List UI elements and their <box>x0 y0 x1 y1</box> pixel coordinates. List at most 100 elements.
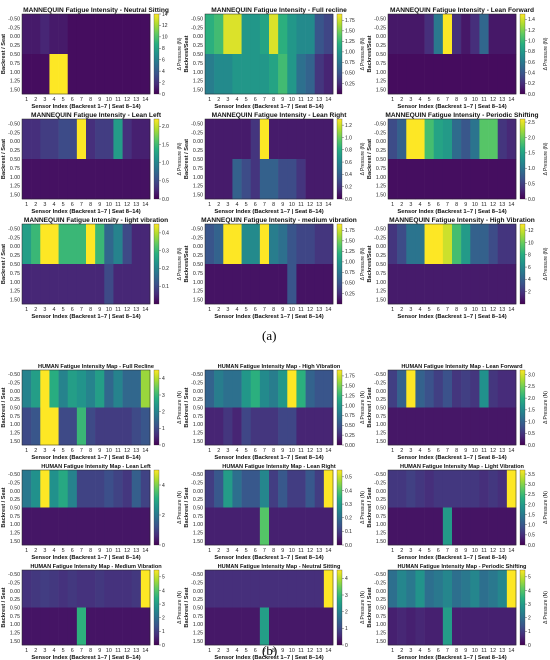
heatmap-cell <box>223 470 233 508</box>
x-tick-label: 10 <box>106 307 112 313</box>
colorbar-tick-label: 5 <box>162 575 165 581</box>
y-tick-label: 0.00 <box>193 589 203 595</box>
x-tick-label: 5 <box>245 548 248 554</box>
heatmap-cell <box>232 119 242 160</box>
y-tick-label: 1.00 <box>376 175 386 181</box>
x-tick-label: 4 <box>419 548 422 554</box>
heatmap-cell <box>223 507 233 546</box>
colorbar-tick-label: 1.50 <box>345 384 355 390</box>
heatmap-cell <box>241 607 252 646</box>
x-tick-label: 13 <box>133 448 139 454</box>
colorbar <box>153 223 160 305</box>
y-axis-label: Backrest / Seat <box>1 139 7 179</box>
heatmap-cell <box>452 470 462 508</box>
heatmap-cell <box>86 470 96 508</box>
x-tick-label: 7 <box>263 307 266 313</box>
heatmap-cell <box>415 407 425 446</box>
heatmap-cell <box>424 119 435 160</box>
y-tick-label: 0.75 <box>10 514 20 520</box>
heatmap-cell <box>305 370 316 408</box>
x-tick-label: 11 <box>298 448 304 454</box>
y-tick-label: 0.25 <box>10 43 20 49</box>
heatmap-cell <box>442 119 453 160</box>
y-axis-label: Backrest / Seat <box>184 587 190 627</box>
heatmap-cell <box>104 607 114 646</box>
heatmap-cell <box>95 370 105 408</box>
x-tick-label: 7 <box>80 97 83 103</box>
heatmap-cell <box>278 264 288 305</box>
x-axis-label: Sensor Index (Backrest 1–7 | Seat 8–14) <box>31 314 140 320</box>
chart-title: MANNEQUIN Fatigue Intensity - High Vibra… <box>389 217 535 224</box>
y-tick-label: 1.00 <box>10 175 20 181</box>
heatmap-cell <box>442 607 453 646</box>
heatmap-cell <box>397 570 407 608</box>
x-tick-label: 2 <box>217 448 220 454</box>
y-tick-label: -0.50 <box>374 16 386 22</box>
x-tick-label: 11 <box>481 307 487 313</box>
y-tick-label: 1.25 <box>193 184 203 190</box>
heatmap-cell <box>140 119 151 160</box>
x-tick-label: 13 <box>499 307 505 313</box>
x-tick-label: 8 <box>89 648 92 654</box>
colorbar-tick-label: 0.2 <box>528 81 535 87</box>
heatmap-cell <box>470 607 480 646</box>
heatmap-cell <box>67 159 78 200</box>
heatmap-cell <box>241 470 252 508</box>
heatmap-cell <box>461 407 471 446</box>
heatmap-cell <box>452 507 462 546</box>
heatmap-cell <box>415 264 425 305</box>
heatmap-cell <box>314 370 325 408</box>
heatmap-cell <box>388 370 398 408</box>
y-tick-label: 1.00 <box>10 70 20 76</box>
x-tick-label: 2 <box>400 307 403 313</box>
heatmap-cell <box>214 159 224 200</box>
heatmap-cell <box>424 264 435 305</box>
colorbar-tick-label: 4 <box>162 376 165 382</box>
y-tick-label: 1.00 <box>10 422 20 428</box>
heatmap-cell <box>269 570 279 608</box>
heatmap-cell <box>214 119 224 160</box>
heatmap-cell <box>140 224 151 265</box>
heatmap-cell <box>214 607 224 646</box>
colorbar-tick-label: 2 <box>345 609 348 615</box>
heatmap-cell <box>287 14 297 55</box>
colorbar-tick-label: 0.00 <box>345 443 355 449</box>
heatmap-cell <box>95 407 105 446</box>
x-tick-label: 7 <box>80 202 83 208</box>
y-tick-label: 0.00 <box>376 389 386 395</box>
x-tick-label: 12 <box>490 97 496 103</box>
colorbar <box>153 369 160 446</box>
heatmap-cell <box>49 264 59 305</box>
colorbar-tick-label: 0 <box>162 92 165 98</box>
heatmap-panel-17: HUMAN Fatigue Intensity Map - Neutral Si… <box>184 564 366 660</box>
heatmap-cell <box>397 470 407 508</box>
heatmap-cell <box>140 570 151 608</box>
colorbar-tick-label: 0 <box>162 643 165 649</box>
x-tick-label: 10 <box>106 202 112 208</box>
x-tick-label: 11 <box>481 648 487 654</box>
plot-frame <box>21 569 151 646</box>
x-tick-label: 12 <box>490 648 496 654</box>
heatmap-cell <box>31 264 41 305</box>
heatmap-cell <box>131 370 142 408</box>
heatmap-cell <box>122 54 133 95</box>
heatmap-cell <box>269 507 279 546</box>
heatmap-cell <box>250 14 261 55</box>
y-tick-label: 0.75 <box>10 166 20 172</box>
heatmap-cell <box>40 607 50 646</box>
x-tick-label: 2 <box>217 307 220 313</box>
heatmap-cell <box>104 570 114 608</box>
colorbar-label: Δ Pressure (N) <box>177 142 183 175</box>
x-tick-label: 3 <box>226 448 229 454</box>
colorbar-tick-label: 0.25 <box>345 291 355 297</box>
y-tick-label: 0.75 <box>10 271 20 277</box>
colorbar-tick-label: 0.2 <box>345 516 352 522</box>
heatmap-cell <box>67 54 78 95</box>
heatmap-cell <box>497 54 508 95</box>
heatmap-cell <box>278 119 288 160</box>
heatmap-cell <box>470 54 480 95</box>
heatmap-cell <box>58 14 69 55</box>
heatmap-cell <box>67 570 78 608</box>
heatmap-cell <box>488 54 499 95</box>
y-tick-label: 1.50 <box>376 539 386 545</box>
